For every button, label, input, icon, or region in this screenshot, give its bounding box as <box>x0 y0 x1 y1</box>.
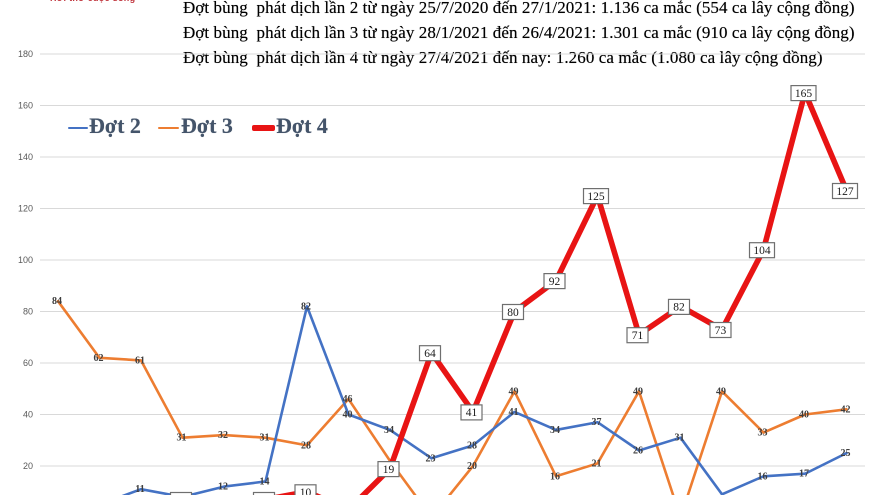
svg-text:23: 23 <box>426 453 436 464</box>
svg-text:21: 21 <box>592 458 602 469</box>
svg-text:61: 61 <box>135 355 145 366</box>
svg-text:34: 34 <box>384 425 394 436</box>
svg-text:20: 20 <box>23 461 33 471</box>
svg-text:37: 37 <box>592 417 602 428</box>
svg-text:42: 42 <box>841 404 851 415</box>
svg-text:17: 17 <box>799 469 809 480</box>
svg-text:120: 120 <box>18 204 33 214</box>
svg-text:84: 84 <box>52 296 62 307</box>
svg-text:127: 127 <box>836 186 854 198</box>
svg-text:140: 140 <box>18 152 33 162</box>
svg-text:180: 180 <box>18 49 33 59</box>
svg-text:82: 82 <box>301 301 311 312</box>
svg-text:16: 16 <box>758 471 768 482</box>
svg-text:12: 12 <box>218 482 228 493</box>
svg-text:31: 31 <box>675 433 685 444</box>
svg-text:16: 16 <box>550 471 560 482</box>
svg-text:125: 125 <box>587 191 605 203</box>
svg-text:34: 34 <box>550 425 560 436</box>
svg-text:64: 64 <box>424 348 436 360</box>
svg-text:62: 62 <box>94 353 104 364</box>
svg-text:92: 92 <box>549 276 561 288</box>
svg-text:28: 28 <box>301 440 311 451</box>
svg-text:73: 73 <box>715 325 727 337</box>
svg-text:32: 32 <box>218 430 228 441</box>
svg-text:28: 28 <box>467 440 477 451</box>
svg-text:165: 165 <box>795 88 813 100</box>
svg-text:49: 49 <box>716 386 726 397</box>
svg-text:10: 10 <box>300 487 312 495</box>
svg-text:100: 100 <box>18 255 33 265</box>
svg-text:41: 41 <box>466 407 478 419</box>
svg-text:82: 82 <box>673 302 685 314</box>
svg-text:33: 33 <box>758 428 768 439</box>
svg-text:40: 40 <box>799 410 809 421</box>
svg-text:31: 31 <box>177 433 187 444</box>
svg-text:49: 49 <box>633 386 643 397</box>
svg-text:60: 60 <box>23 358 33 368</box>
svg-text:71: 71 <box>632 330 644 342</box>
svg-text:104: 104 <box>753 245 771 257</box>
svg-text:20: 20 <box>467 461 477 472</box>
svg-text:80: 80 <box>507 307 519 319</box>
svg-text:25: 25 <box>841 448 851 459</box>
svg-text:40: 40 <box>23 410 33 420</box>
svg-text:80: 80 <box>23 307 33 317</box>
svg-text:31: 31 <box>260 433 270 444</box>
svg-text:14: 14 <box>260 476 270 487</box>
svg-text:46: 46 <box>343 394 353 405</box>
svg-text:40: 40 <box>343 410 353 421</box>
svg-text:49: 49 <box>509 386 519 397</box>
svg-text:41: 41 <box>509 407 519 418</box>
svg-text:11: 11 <box>135 484 144 495</box>
svg-text:26: 26 <box>633 446 643 457</box>
svg-text:19: 19 <box>383 464 395 476</box>
svg-text:160: 160 <box>18 101 33 111</box>
